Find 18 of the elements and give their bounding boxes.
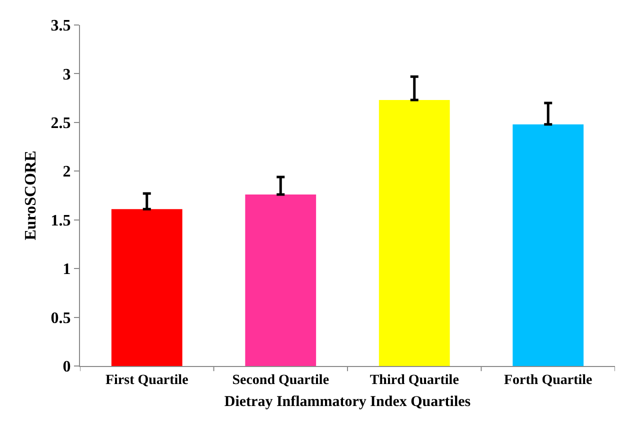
y-axis-title: EuroSCORE (22, 150, 40, 240)
bar (378, 100, 450, 366)
y-tick-label: 3 (62, 66, 71, 84)
x-tick-label: Third Quartile (370, 372, 459, 388)
y-tick-label: 0 (62, 358, 71, 376)
x-tick-label: Second Quartile (232, 372, 330, 388)
bar (512, 124, 584, 366)
y-tick-label: 3.5 (50, 18, 71, 35)
bar (111, 209, 182, 366)
bar (245, 194, 316, 366)
y-tick-label: 1.5 (50, 212, 71, 230)
y-tick-label: 2.5 (50, 115, 71, 132)
y-tick-label: 2 (62, 164, 71, 181)
x-tick-label: Forth Quartile (504, 372, 592, 388)
y-tick-label: 1 (62, 261, 71, 278)
y-tick-label: 0.5 (50, 310, 71, 327)
x-axis-title: Dietray Inflammatory Index Quartiles (224, 394, 471, 410)
x-tick-label: First Quartile (105, 372, 188, 388)
